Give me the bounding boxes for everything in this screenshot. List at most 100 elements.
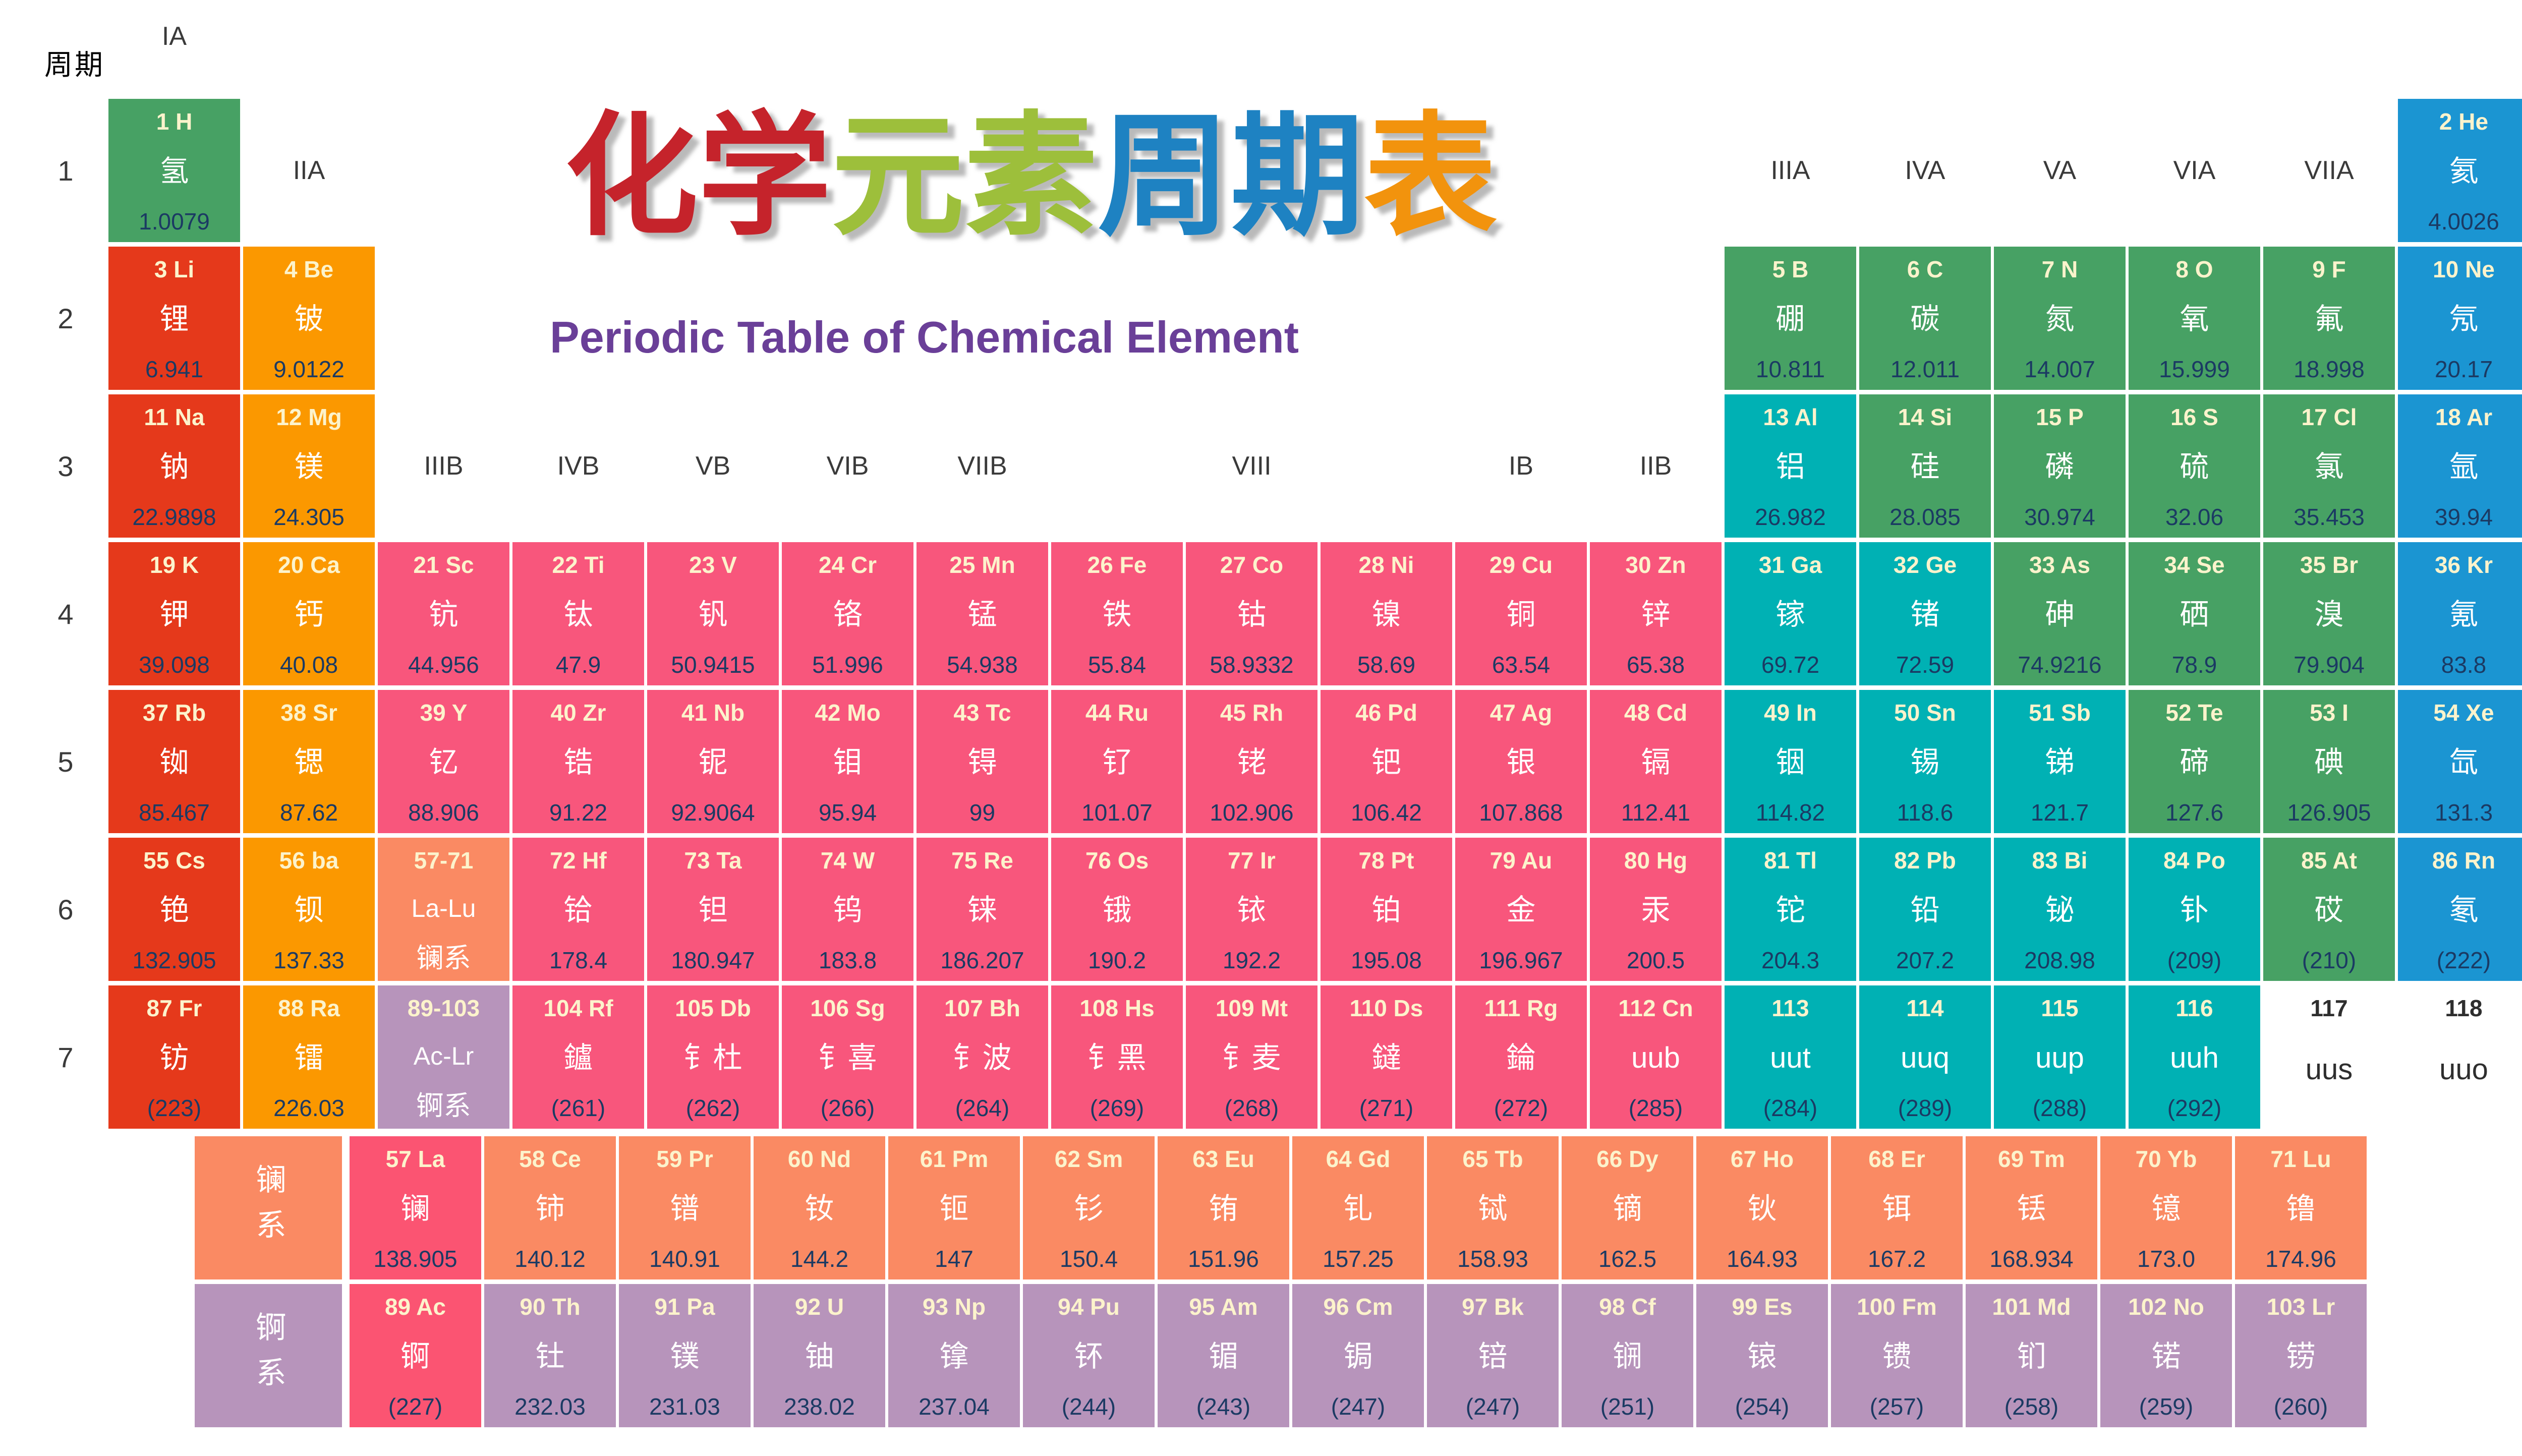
cell-l3: (222) <box>2436 947 2491 973</box>
cell-l1: 41 Nb <box>681 700 745 726</box>
cell-l2: 锑 <box>2045 746 2075 779</box>
cell-l2: 锝 <box>967 746 997 779</box>
cell-l3: 106.42 <box>1351 799 1422 826</box>
element-cell-116: 116 uuh (292) <box>2129 985 2260 1129</box>
cell-l1: 4 Be <box>284 256 334 282</box>
cell-l2: 砹 <box>2314 894 2344 926</box>
cell-l2: 钅波 <box>953 1041 1012 1074</box>
cell-l3: 162.5 <box>1598 1246 1657 1272</box>
element-cell-7-n: 7 N 氮 14.007 <box>1994 247 2126 390</box>
group-label-VIII: VIII <box>1232 451 1272 481</box>
cell-l2: 氖 <box>2449 303 2479 335</box>
cell-l1: 11 Na <box>144 404 205 430</box>
group-label-VA: VA <box>2043 156 2077 185</box>
cell-l2: 铍 <box>294 303 324 335</box>
group-label-VIA: VIA <box>2173 156 2216 185</box>
element-cell-85-at: 85 At 砹 (210) <box>2263 838 2395 981</box>
cell-l2: 碲 <box>2180 746 2209 779</box>
element-cell-62-sm: 62 Sm 钐 150.4 <box>1023 1136 1155 1279</box>
cell-l3: 58.69 <box>1357 652 1416 678</box>
cell-l1: 114 <box>1906 995 1944 1021</box>
cell-l2: 铝 <box>1775 450 1805 483</box>
cell-l3: 158.93 <box>1457 1246 1528 1272</box>
cell-l1: 70 Yb <box>2135 1146 2197 1172</box>
cell-l2: uus <box>2305 1053 2353 1086</box>
cell-l3: 127.6 <box>2165 799 2224 826</box>
cell-l3: (251) <box>1600 1393 1655 1420</box>
period-label-7: 7 <box>58 1041 74 1073</box>
cell-l1: 104 Rf <box>543 995 613 1021</box>
cell-l1: 16 S <box>2170 404 2218 430</box>
element-cell-115: 115 uup (288) <box>1994 985 2126 1129</box>
cell-l3: 207.2 <box>1896 947 1955 973</box>
cell-l2: 铊 <box>1775 894 1805 926</box>
cell-l3: 18.998 <box>2294 356 2365 382</box>
cell-l3: 锕系 <box>416 1091 471 1121</box>
element-cell-102-no: 102 No 锘 (259) <box>2100 1284 2232 1427</box>
cell-l2: 钕 <box>805 1192 834 1225</box>
cell-l2: 锰 <box>967 598 997 631</box>
cell-l2: 铱 <box>1237 894 1267 926</box>
group-label-IB: IB <box>1508 451 1534 481</box>
cell-l1: 80 Hg <box>1624 847 1688 873</box>
cell-l2: 镎 <box>939 1340 969 1373</box>
cell-l1: 60 Nd <box>787 1146 851 1172</box>
cell-l3: 121.7 <box>2030 799 2089 826</box>
title-char: 学 <box>698 102 831 251</box>
cell-l1: 43 Tc <box>953 700 1011 726</box>
cell-l3: 51.996 <box>812 652 883 678</box>
cell-l3: 12.011 <box>1890 356 1960 382</box>
cell-l2: 锗 <box>1910 598 1940 631</box>
cell-l3: (285) <box>1628 1095 1683 1121</box>
element-cell-31-ga: 31 Ga 镓 69.72 <box>1725 542 1856 685</box>
series-label-lanthanide: 镧系 <box>195 1136 342 1279</box>
cell-l1: 73 Ta <box>684 847 742 873</box>
element-cell-53-i: 53 I 碘 126.905 <box>2263 690 2395 833</box>
cell-l3: 173.0 <box>2137 1246 2196 1272</box>
element-cell-20-ca: 20 Ca 钙 40.08 <box>243 542 375 685</box>
cell-l1: 50 Sn <box>1894 700 1956 726</box>
element-cell-106-sg: 106 Sg 钅喜 (266) <box>782 985 913 1129</box>
cell-l2: 氦 <box>2449 155 2479 188</box>
element-cell-2-he: 2 He 氦 4.0026 <box>2398 99 2522 242</box>
cell-l3: 101.07 <box>1081 799 1153 826</box>
cell-l1: 20 Ca <box>278 552 340 578</box>
cell-l3: 144.2 <box>790 1246 849 1272</box>
cell-l1: 93 Np <box>922 1294 986 1320</box>
cell-l2: 镥 <box>2286 1192 2316 1225</box>
group-label-VIB: VIB <box>826 451 869 481</box>
cell-l2: 锔 <box>1343 1340 1373 1373</box>
cell-l2: 钚 <box>1074 1340 1104 1373</box>
cell-l1: 68 Er <box>1868 1146 1925 1172</box>
element-cell-29-cu: 29 Cu 铜 63.54 <box>1455 542 1587 685</box>
cell-l3: 157.25 <box>1323 1246 1394 1272</box>
cell-l1: 89 Ac <box>384 1294 446 1320</box>
cell-l2: 铋 <box>2045 894 2075 926</box>
cell-l3: (289) <box>1898 1095 1953 1121</box>
cell-l3: (269) <box>1090 1095 1144 1121</box>
cell-l1: 79 Au <box>1489 847 1553 873</box>
element-cell-17-cl: 17 Cl 氯 35.453 <box>2263 394 2395 538</box>
cell-l3: 32.06 <box>2165 504 2224 530</box>
cell-l3: (223) <box>147 1095 202 1121</box>
cell-l1: 72 Hf <box>550 847 607 873</box>
cell-l3: 22.9898 <box>132 504 216 530</box>
cell-l2: 钯 <box>1371 746 1401 779</box>
cell-l1: 52 Te <box>2165 700 2223 726</box>
title-char: 表 <box>1364 102 1497 251</box>
cell-l1: 31 Ga <box>1758 552 1822 578</box>
element-cell-40-zr: 40 Zr 锆 91.22 <box>512 690 644 833</box>
cell-l1: 33 As <box>2029 552 2091 578</box>
group-label-IIIA: IIIA <box>1770 156 1810 185</box>
cell-l2: uup <box>2035 1041 2084 1074</box>
cell-l2: 铥 <box>2017 1192 2046 1225</box>
cell-l3: 40.08 <box>279 652 338 678</box>
cell-l1: 57 La <box>385 1146 445 1172</box>
cell-l2: 钬 <box>1747 1192 1777 1225</box>
cell-l1: 78 Pt <box>1358 847 1414 873</box>
cell-l2: 锫 <box>1478 1340 1508 1373</box>
cell-l2: 钌 <box>1102 746 1132 779</box>
cell-l2: 镓 <box>1775 598 1805 631</box>
cell-l3: 180.947 <box>671 947 755 973</box>
element-cell-10-ne: 10 Ne 氖 20.17 <box>2398 247 2522 390</box>
